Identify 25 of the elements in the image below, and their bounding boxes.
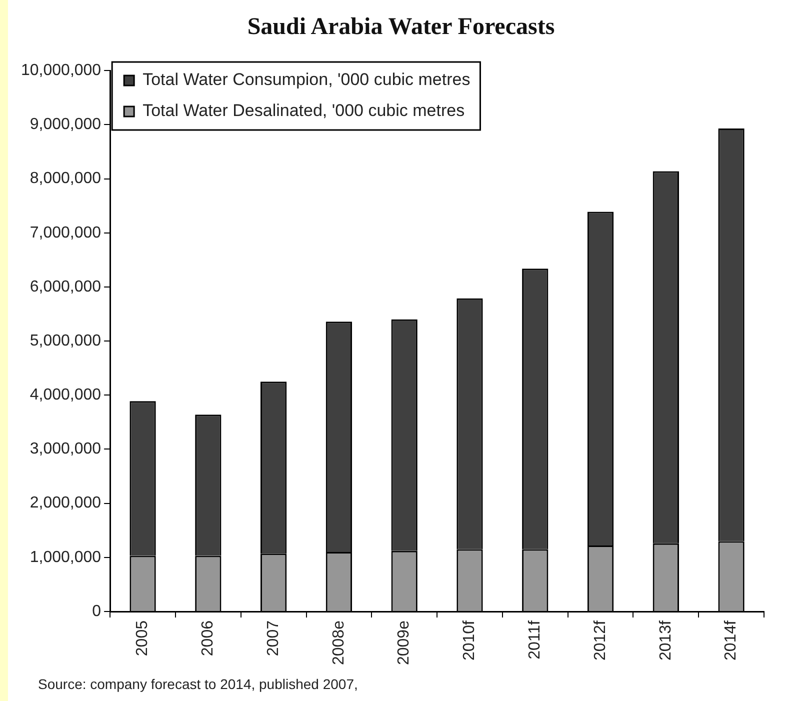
- x-tick-label: 2014f: [722, 620, 740, 661]
- y-tick-label: 6,000,000: [30, 278, 102, 296]
- y-tick-label: 9,000,000: [30, 116, 102, 134]
- x-tick-label: 2012f: [592, 620, 609, 661]
- y-tick-label: 5,000,000: [30, 332, 102, 350]
- x-tick-label: 2008e: [330, 620, 348, 666]
- x-tick-label: 2009e: [396, 620, 413, 666]
- y-tick-label: 0: [92, 602, 102, 620]
- x-tick-label: 2006: [200, 620, 217, 656]
- chart-title: Saudi Arabia Water Forecasts: [246, 14, 556, 41]
- x-tick-label: 2005: [134, 620, 152, 656]
- source-note: Source: company forecast to 2014, published 2007,: [38, 676, 358, 692]
- y-tick-label: 1,000,000: [30, 548, 102, 566]
- y-tick-label: 4,000,000: [30, 386, 102, 404]
- y-tick-label: 10,000,000: [21, 62, 102, 80]
- legend-label: Total Water Consumpion, '000 cubic metres: [142, 70, 470, 90]
- x-tick-label: 2011f: [526, 620, 544, 660]
- y-tick-label: 8,000,000: [30, 170, 102, 188]
- y-tick-label: 7,000,000: [30, 224, 102, 242]
- y-tick-label: 2,000,000: [30, 494, 102, 512]
- y-tick-label: 3,000,000: [30, 440, 102, 458]
- legend-label: Total Water Desalinated, '000 cubic metres: [142, 101, 465, 120]
- x-tick-label: 2013f: [657, 620, 674, 661]
- x-tick-label: 2010f: [461, 620, 478, 661]
- x-tick-label: 2007: [264, 620, 282, 656]
